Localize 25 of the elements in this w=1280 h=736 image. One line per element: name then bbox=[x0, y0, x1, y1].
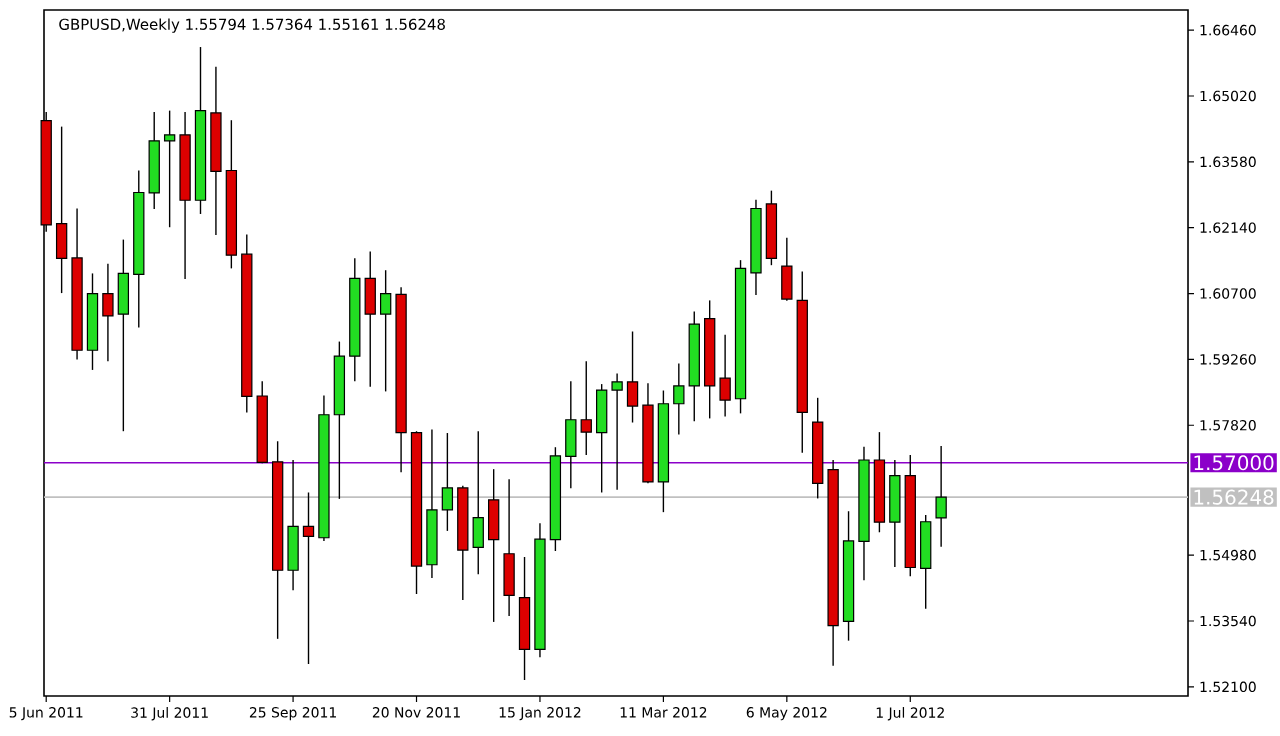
candlestick bbox=[889, 459, 901, 568]
candlestick bbox=[580, 360, 592, 456]
candlestick bbox=[488, 468, 500, 623]
candlestick bbox=[719, 334, 731, 418]
candlestick bbox=[117, 238, 130, 432]
candlestick bbox=[503, 478, 515, 617]
candlestick bbox=[364, 250, 376, 388]
candlestick bbox=[472, 430, 484, 576]
candlestick bbox=[163, 109, 176, 228]
candlestick bbox=[611, 372, 623, 491]
ref-line-label: 1.56248 bbox=[1194, 489, 1274, 505]
candlestick bbox=[565, 380, 577, 490]
candlestick bbox=[302, 491, 315, 665]
candlestick bbox=[935, 445, 947, 548]
candlestick bbox=[441, 432, 454, 532]
candlestick bbox=[55, 125, 68, 294]
candlestick bbox=[673, 362, 685, 436]
ref-line-label: 1.57000 bbox=[1194, 455, 1274, 471]
candlestick bbox=[287, 459, 299, 592]
candlestick bbox=[596, 383, 608, 494]
candlestick bbox=[102, 263, 114, 362]
candlestick bbox=[626, 330, 639, 424]
candlestick bbox=[781, 237, 793, 302]
candlestick bbox=[379, 269, 392, 393]
candlestick bbox=[920, 514, 932, 610]
